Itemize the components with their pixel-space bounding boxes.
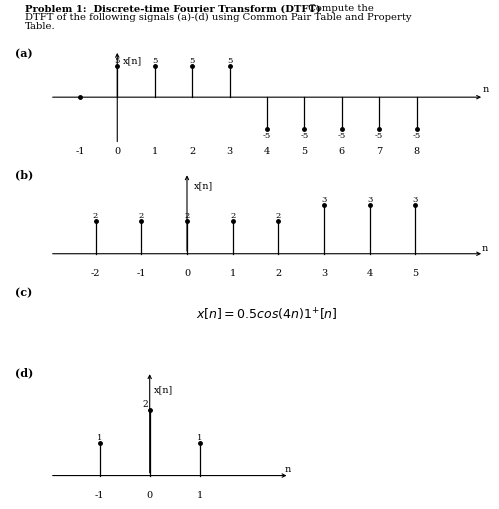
Text: 1: 1 [197,433,202,441]
Text: 5: 5 [190,56,195,65]
Text: Compute the: Compute the [302,4,374,13]
Text: (c): (c) [15,287,32,298]
Text: -5: -5 [338,131,346,139]
Text: DTFT of the following signals (a)-(d) using Common Pair Table and Property: DTFT of the following signals (a)-(d) us… [25,13,412,22]
Text: 1: 1 [97,433,102,441]
Text: 5: 5 [227,56,232,65]
Text: n: n [482,243,488,252]
Text: 2: 2 [93,212,98,220]
Text: x[n]: x[n] [123,56,142,66]
Text: Problem 1:  Discrete-time Fourier Transform (DTFT): Problem 1: Discrete-time Fourier Transfo… [25,4,321,13]
Text: -5: -5 [263,131,271,139]
Text: Table.: Table. [25,22,55,32]
Text: 2: 2 [230,212,236,220]
Text: $x[n] = 0.5cos(4n)1^{+}[n]$: $x[n] = 0.5cos(4n)1^{+}[n]$ [196,306,338,323]
Text: 2: 2 [139,212,144,220]
Text: x[n]: x[n] [154,384,173,393]
Text: (d): (d) [15,366,33,378]
Text: 5: 5 [115,56,120,65]
Text: 3: 3 [413,195,418,204]
Text: 2: 2 [276,212,281,220]
Text: (b): (b) [15,169,33,180]
Text: 2: 2 [184,212,190,220]
Text: 5: 5 [152,56,157,65]
Text: (a): (a) [15,48,32,60]
Text: x[n]: x[n] [194,181,213,190]
Text: n: n [482,85,489,94]
Text: 2: 2 [143,400,149,409]
Text: -5: -5 [300,131,308,139]
Text: 3: 3 [321,195,327,204]
Text: n: n [284,464,291,473]
Text: -5: -5 [375,131,383,139]
Text: -5: -5 [413,131,421,139]
Text: 3: 3 [367,195,372,204]
